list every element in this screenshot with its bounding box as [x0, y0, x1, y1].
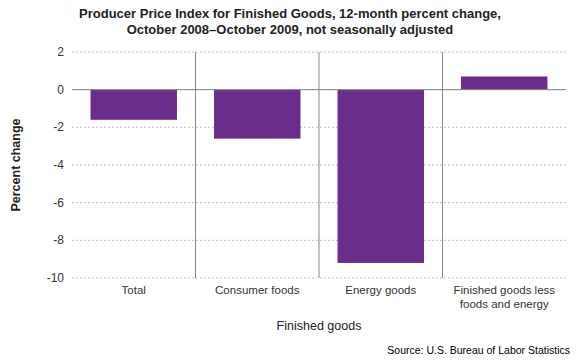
y-tick-label: -8 — [53, 233, 64, 247]
chart-svg: Producer Price Index for Finished Goods,… — [0, 0, 580, 360]
chart-container: Producer Price Index for Finished Goods,… — [0, 0, 580, 360]
category-divider — [195, 52, 196, 278]
bar — [91, 90, 177, 120]
x-tick-label-line: Finished goods less — [453, 284, 555, 296]
y-tick-label: 2 — [57, 45, 64, 59]
x-tick-label: Energy goods — [345, 284, 416, 296]
y-tick-label: -2 — [53, 120, 64, 134]
y-axis-label: Percent change — [9, 118, 23, 211]
title-line: Producer Price Index for Finished Goods,… — [79, 6, 501, 21]
category-divider — [319, 52, 320, 278]
x-tick-label-line: Total — [122, 284, 146, 296]
x-tick-label: Total — [122, 284, 146, 296]
x-tick-label-line: foods and energy — [460, 298, 549, 310]
source-note: Source: U.S. Bureau of Labor Statistics — [387, 344, 570, 356]
y-tick-label: -6 — [53, 196, 64, 210]
x-axis-label: Finished goods — [277, 319, 362, 333]
bar — [214, 90, 300, 139]
title-line: October 2008–October 2009, not seasonall… — [127, 22, 454, 37]
y-tick-label: 0 — [57, 83, 64, 97]
x-tick-label-line: Consumer foods — [215, 284, 300, 296]
category-divider — [442, 52, 443, 278]
y-tick-label: -10 — [47, 271, 65, 285]
y-tick-label: -4 — [53, 158, 64, 172]
background — [0, 0, 580, 360]
x-tick-label-line: Energy goods — [345, 284, 416, 296]
x-tick-label: Consumer foods — [215, 284, 300, 296]
bar — [338, 90, 424, 263]
title: Producer Price Index for Finished Goods,… — [79, 6, 501, 37]
x-tick-label: Finished goods less foods and energy — [453, 284, 555, 310]
bar — [461, 76, 547, 89]
